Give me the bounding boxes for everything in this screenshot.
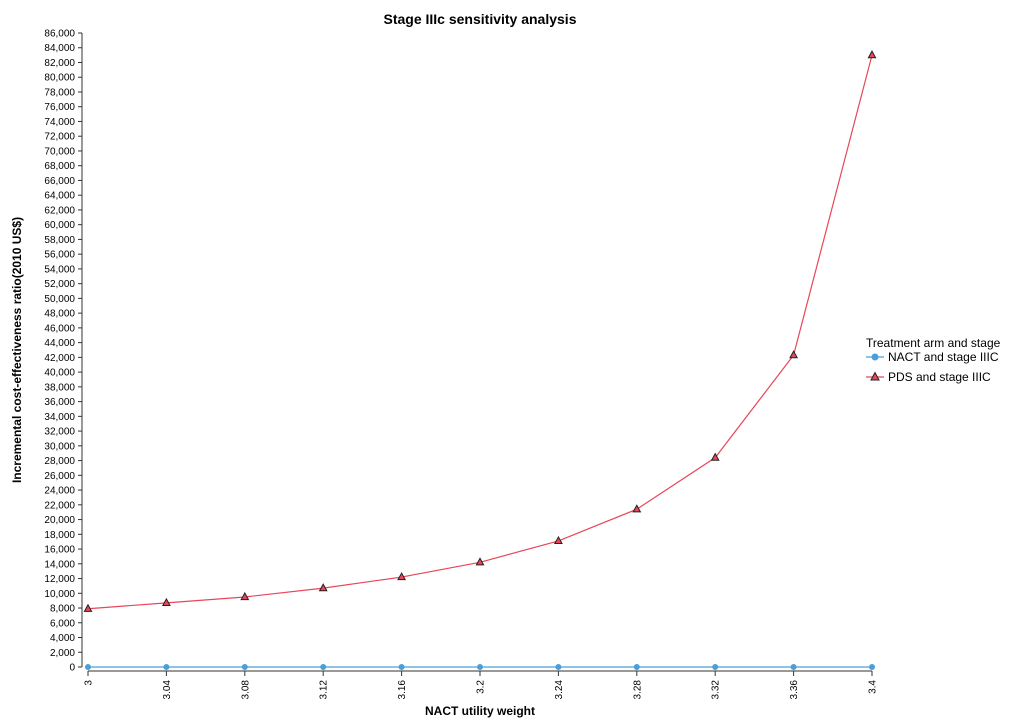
y-tick-label: 14,000 (44, 559, 75, 570)
data-point[interactable] (477, 664, 483, 670)
y-tick-label: 32,000 (44, 427, 75, 438)
y-tick-label: 54,000 (44, 264, 75, 275)
y-tick-label: 44,000 (44, 338, 75, 349)
data-point[interactable] (867, 50, 877, 59)
chart-title: Stage IIIc sensitivity analysis (384, 11, 577, 27)
y-axis-ticks: 0 2,000 4,000 6,000 8,000 10,000 12,000 14,000 1… (44, 29, 82, 674)
y-axis-title: Incremental cost-effectiveness ratio(201… (10, 217, 24, 483)
y-tick-label: 60,000 (44, 220, 75, 231)
data-point[interactable] (555, 664, 562, 670)
data-point[interactable] (163, 664, 170, 670)
y-tick-label: 56,000 (44, 250, 75, 261)
series-layer (83, 50, 877, 670)
y-tick-label: 66,000 (44, 176, 75, 187)
y-tick-label: 24,000 (44, 486, 75, 497)
x-tick-label: 3.36 (789, 680, 800, 700)
y-tick-label: 10,000 (44, 589, 75, 600)
x-tick-label: 3.16 (397, 680, 408, 700)
y-tick-label: 76,000 (44, 102, 75, 113)
y-tick-label: 72,000 (44, 132, 75, 143)
data-point[interactable] (632, 504, 642, 513)
x-tick-label: 3.2 (476, 680, 487, 694)
y-tick-label: 40,000 (44, 368, 75, 379)
y-tick-label: 38,000 (44, 382, 75, 393)
data-point[interactable] (320, 664, 327, 670)
x-tick-label: 3.08 (240, 680, 251, 700)
y-tick-label: 20,000 (44, 515, 75, 526)
data-point[interactable] (633, 664, 640, 670)
legend-label: NACT and stage IIIC (888, 350, 999, 364)
legend: Treatment arm and stage NACT and stage I… (866, 336, 1001, 384)
x-axis-title: NACT utility weight (425, 704, 535, 718)
x-tick-label: 3.04 (162, 680, 173, 700)
y-tick-label: 64,000 (44, 191, 75, 202)
series-1 (85, 664, 875, 670)
x-tick-label: 3.28 (632, 680, 643, 700)
legend-marker (870, 371, 880, 381)
data-point[interactable] (240, 591, 250, 601)
y-tick-label: 8,000 (50, 604, 75, 615)
axes (81, 33, 872, 672)
data-point[interactable] (397, 572, 407, 581)
x-tick-label: 3.32 (711, 680, 722, 700)
y-tick-label: 78,000 (44, 87, 75, 98)
data-point[interactable] (553, 535, 563, 545)
data-point[interactable] (398, 664, 405, 670)
series-2 (83, 50, 877, 612)
data-point[interactable] (85, 664, 91, 670)
data-point[interactable] (712, 664, 719, 670)
y-tick-label: 4,000 (50, 633, 75, 644)
y-tick-label: 82,000 (44, 58, 75, 69)
y-tick-label: 26,000 (44, 471, 75, 482)
y-tick-label: 70,000 (44, 146, 75, 157)
data-point[interactable] (710, 452, 720, 461)
legend-label: PDS and stage IIIC (888, 370, 991, 384)
y-tick-label: 86,000 (44, 29, 75, 40)
series-line (87, 54, 873, 610)
y-tick-label: 58,000 (44, 235, 75, 246)
legend-item[interactable]: PDS and stage IIIC (866, 370, 991, 384)
y-tick-label: 68,000 (44, 161, 75, 172)
y-tick-label: 50,000 (44, 294, 75, 305)
data-point[interactable] (318, 583, 328, 592)
y-tick-label: 46,000 (44, 323, 75, 334)
x-tick-label: 3.24 (554, 680, 565, 700)
y-tick-label: 6,000 (50, 618, 75, 629)
data-point[interactable] (789, 350, 799, 359)
y-tick-label: 0 (69, 663, 75, 674)
data-point[interactable] (475, 557, 485, 566)
y-tick-label: 30,000 (44, 441, 75, 452)
y-tick-label: 18,000 (44, 530, 75, 541)
data-point[interactable] (83, 603, 93, 612)
y-tick-label: 28,000 (44, 456, 75, 467)
x-tick-label: 3.4 (868, 680, 879, 694)
legend-title: Treatment arm and stage (866, 336, 1001, 350)
data-point[interactable] (790, 664, 797, 670)
y-tick-label: 74,000 (44, 117, 75, 128)
y-tick-label: 2,000 (50, 648, 75, 659)
x-tick-label: 3 (84, 680, 95, 686)
y-tick-label: 42,000 (44, 353, 75, 364)
y-tick-label: 16,000 (44, 545, 75, 556)
y-tick-label: 12,000 (44, 574, 75, 585)
y-tick-label: 48,000 (44, 309, 75, 320)
y-tick-label: 80,000 (44, 73, 75, 84)
x-tick-label: 3.12 (319, 680, 330, 700)
y-tick-label: 52,000 (44, 279, 75, 290)
y-tick-label: 84,000 (44, 43, 75, 54)
legend-item[interactable]: NACT and stage IIIC (866, 350, 999, 364)
y-tick-label: 62,000 (44, 205, 75, 216)
data-point[interactable] (161, 597, 171, 606)
data-point[interactable] (241, 664, 248, 670)
y-tick-label: 36,000 (44, 397, 75, 408)
y-tick-label: 22,000 (44, 500, 75, 511)
legend-marker (871, 353, 879, 361)
y-tick-label: 34,000 (44, 412, 75, 423)
data-point[interactable] (869, 664, 875, 670)
x-axis-ticks: 3 3.04 3.08 3.12 3.16 3.2 3.24 3.28 3.32 3.36 3.4 (84, 671, 879, 699)
